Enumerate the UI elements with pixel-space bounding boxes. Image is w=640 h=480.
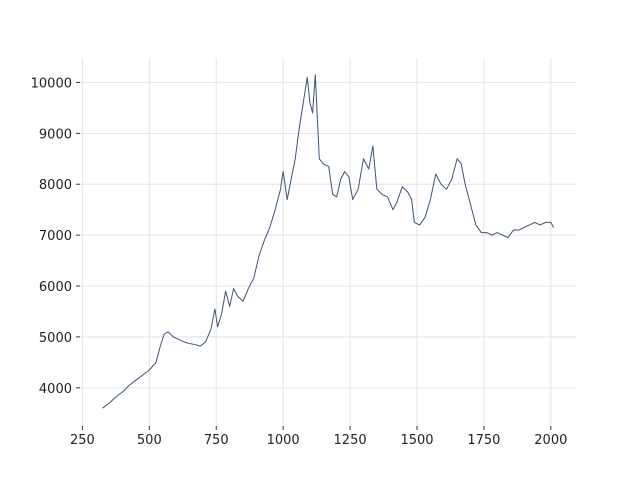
x-tick-label: 750 (204, 433, 229, 448)
y-tick-label: 4000 (39, 382, 72, 397)
x-tick-label: 2000 (534, 433, 567, 448)
x-tick-label: 1250 (334, 433, 367, 448)
data-line (102, 74, 554, 409)
x-tick-label: 1000 (267, 433, 300, 448)
x-tick-label: 500 (137, 433, 162, 448)
y-tick-label: 7000 (39, 229, 72, 244)
y-tick-label: 8000 (39, 178, 72, 193)
x-tick-label: 1500 (400, 433, 433, 448)
x-tick-label: 1750 (467, 433, 500, 448)
y-tick-label: 5000 (39, 331, 72, 346)
y-tick-label: 9000 (39, 127, 72, 142)
y-tick-label: 6000 (39, 280, 72, 295)
y-tick-label: 10000 (31, 76, 72, 91)
x-tick-label: 250 (70, 433, 95, 448)
